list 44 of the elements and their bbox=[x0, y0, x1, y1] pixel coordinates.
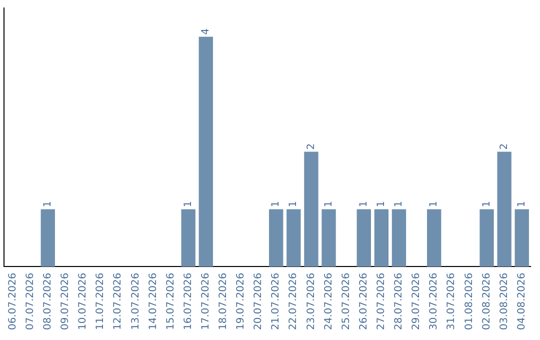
data-label: 1 bbox=[481, 200, 492, 208]
x-tick-label: 12.07.2026 bbox=[112, 272, 124, 330]
x-tick-label: 19.07.2026 bbox=[236, 272, 247, 330]
x-tick-label: 29.07.2026 bbox=[411, 272, 422, 330]
x-tick-label: 26.07.2026 bbox=[358, 272, 370, 330]
x-tick-label: 09.07.2026 bbox=[60, 272, 72, 330]
x-tick-label: 11.07.2026 bbox=[95, 272, 106, 330]
data-label: 1 bbox=[270, 200, 282, 208]
x-tick-label: 02.08.2026 bbox=[481, 272, 492, 330]
x-tick-label: 08.07.2026 bbox=[42, 272, 54, 330]
x-tick-label: 27.07.2026 bbox=[376, 272, 388, 330]
x-tick-label: 16.07.2026 bbox=[182, 272, 194, 330]
data-label: 1 bbox=[323, 200, 334, 208]
x-tick-label: 04.08.2026 bbox=[516, 272, 528, 330]
data-label: 1 bbox=[394, 200, 405, 208]
data-label: 2 bbox=[306, 143, 317, 150]
data-label: 2 bbox=[498, 143, 510, 150]
data-label: 1 bbox=[516, 200, 528, 208]
x-tick-label: 14.07.2026 bbox=[148, 272, 159, 330]
data-label: 1 bbox=[428, 200, 440, 208]
x-tick-label: 20.07.2026 bbox=[253, 272, 264, 330]
x-tick-label: 22.07.2026 bbox=[288, 272, 300, 330]
data-label: 1 bbox=[42, 200, 54, 208]
x-tick-label: 18.07.2026 bbox=[218, 272, 230, 330]
data-label: 1 bbox=[358, 200, 370, 208]
x-tick-label: 17.07.2026 bbox=[200, 272, 212, 330]
x-tick-label: 15.07.2026 bbox=[165, 272, 176, 330]
data-label: 4 bbox=[200, 28, 212, 35]
x-tick-label: 25.07.2026 bbox=[340, 272, 352, 330]
x-tick-label: 24.07.2026 bbox=[323, 272, 334, 330]
x-tick-label: 03.08.2026 bbox=[498, 272, 510, 330]
x-tick-label: 28.07.2026 bbox=[394, 272, 405, 330]
x-tick-label: 21.07.2026 bbox=[270, 272, 282, 330]
x-tick-label: 23.07.2026 bbox=[306, 272, 317, 330]
x-tick-label: 07.07.2026 bbox=[24, 272, 36, 330]
x-tick-label: 01.08.2026 bbox=[464, 272, 475, 330]
data-label: 1 bbox=[288, 200, 300, 208]
x-tick-label: 13.07.2026 bbox=[130, 272, 142, 330]
data-label: 1 bbox=[376, 200, 388, 208]
data-label: 1 bbox=[182, 200, 194, 208]
x-tick-label: 06.07.2026 bbox=[7, 272, 18, 330]
x-tick-label: 10.07.2026 bbox=[78, 272, 89, 330]
x-tick-label: 31.07.2026 bbox=[446, 272, 458, 330]
x-tick-label: 30.07.2026 bbox=[428, 272, 440, 330]
